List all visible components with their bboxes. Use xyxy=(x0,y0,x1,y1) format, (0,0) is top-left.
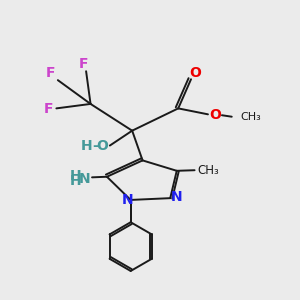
Text: CH₃: CH₃ xyxy=(198,164,219,177)
Text: H: H xyxy=(69,169,81,183)
Text: O: O xyxy=(97,139,108,152)
Text: F: F xyxy=(44,102,53,116)
Text: H: H xyxy=(80,139,92,152)
Text: F: F xyxy=(78,57,88,71)
Text: N: N xyxy=(171,190,183,204)
Text: N: N xyxy=(79,172,90,185)
Text: CH₃: CH₃ xyxy=(241,112,261,122)
Text: F: F xyxy=(46,66,55,80)
Text: O: O xyxy=(189,66,201,80)
Text: -: - xyxy=(92,139,98,152)
Text: O: O xyxy=(209,108,221,122)
Text: H: H xyxy=(69,174,81,188)
Text: N: N xyxy=(121,193,133,207)
